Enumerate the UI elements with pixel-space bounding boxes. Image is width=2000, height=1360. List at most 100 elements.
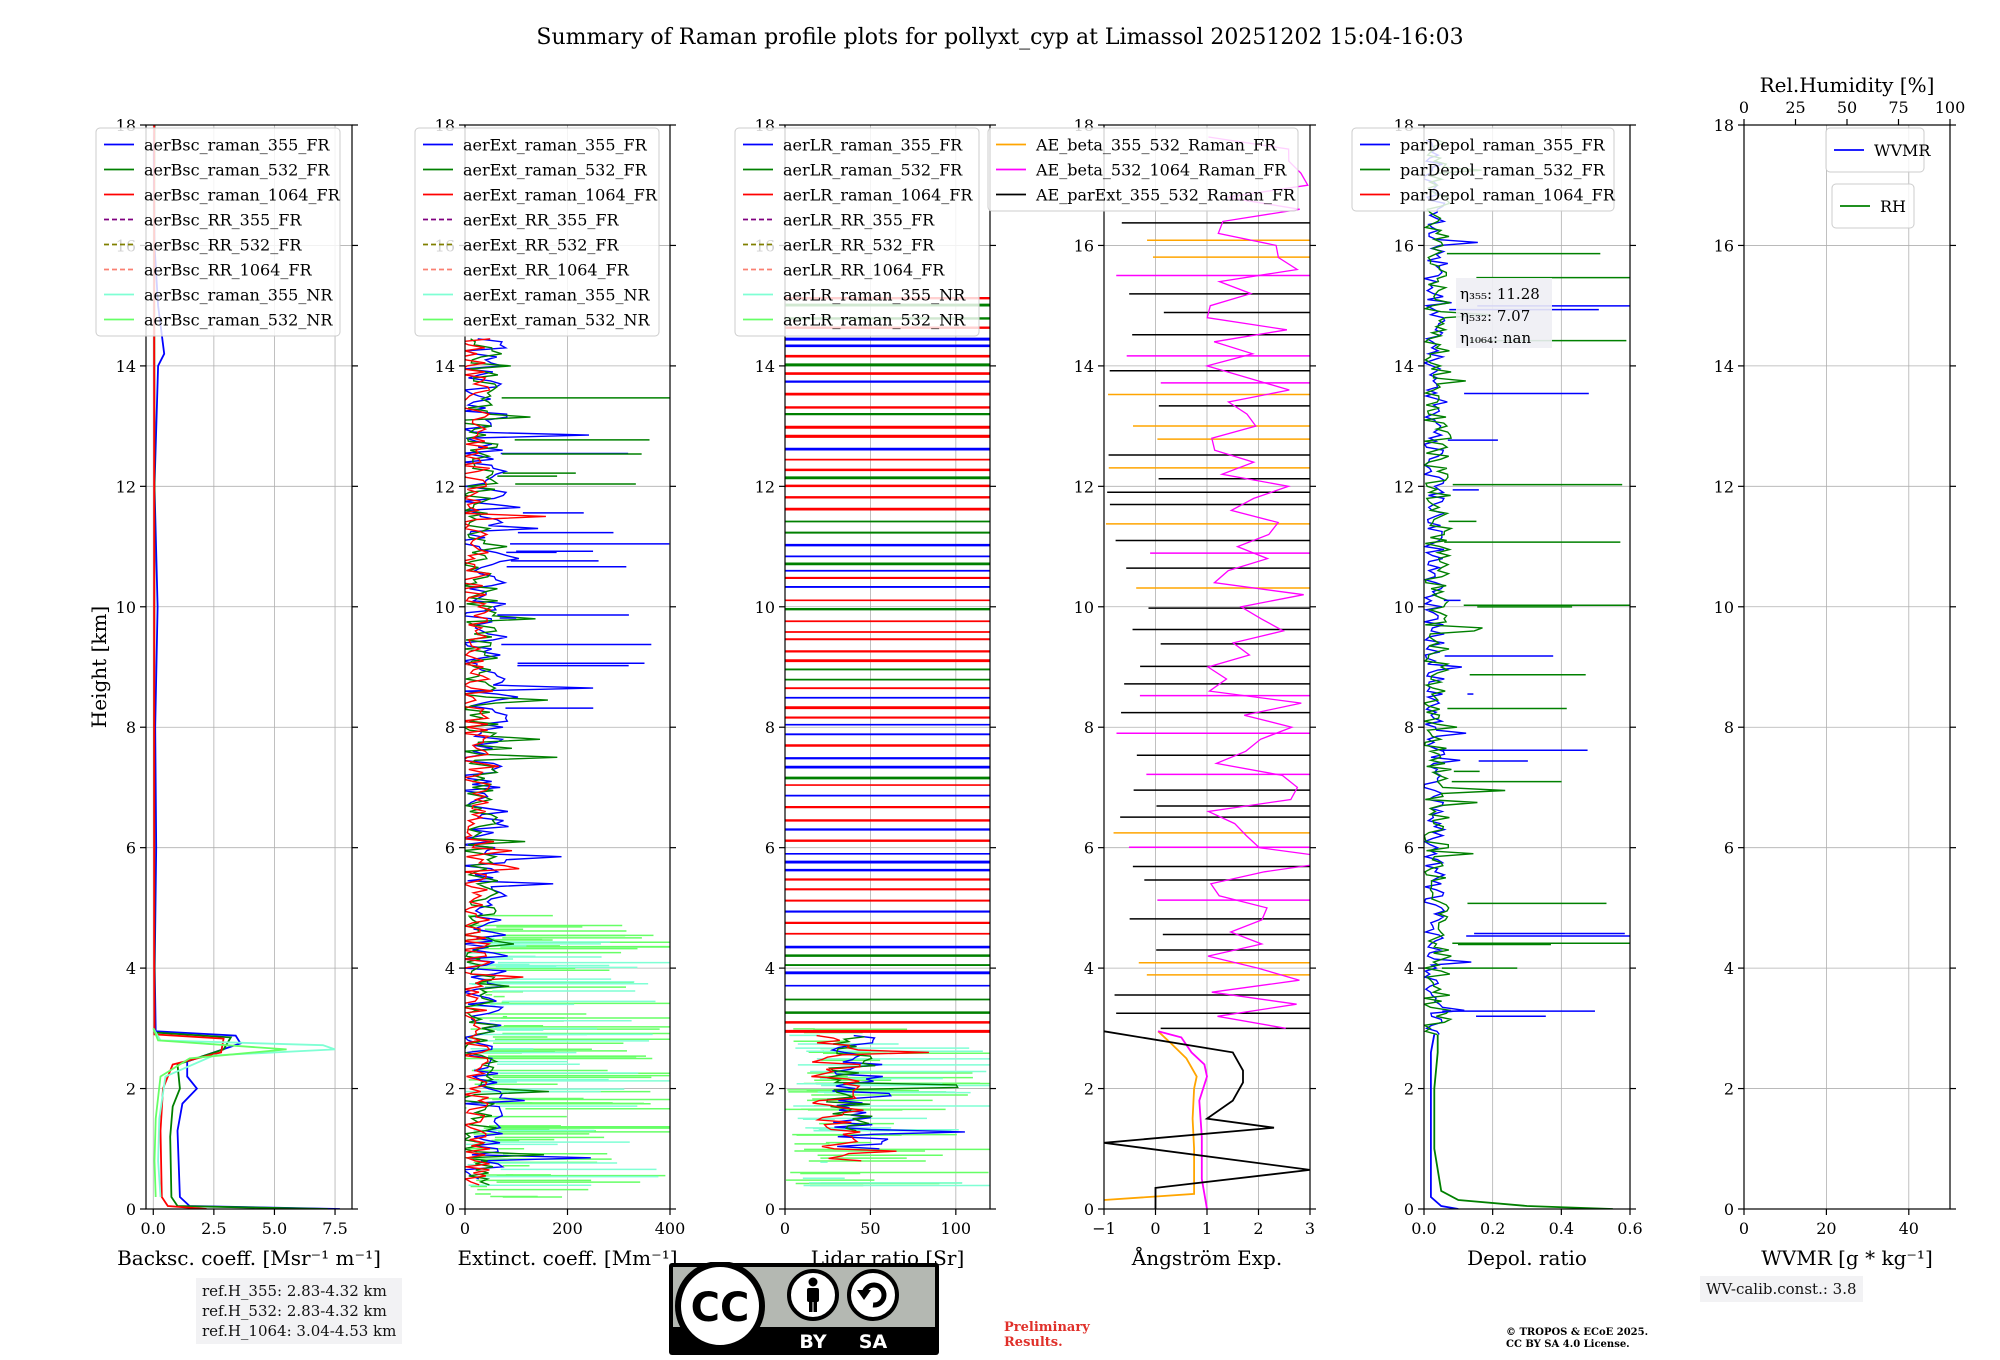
y-tick-label: 0	[445, 1200, 455, 1219]
lr-532-line	[825, 1036, 959, 1132]
wv-calibration-constant: WV-calib.const.: 3.8	[1706, 1280, 1857, 1298]
legend-label: aerExt_raman_355_FR	[463, 136, 648, 155]
legend-label: aerBsc_raman_355_FR	[144, 136, 330, 155]
legend-rh: RH	[1831, 183, 1915, 229]
y-tick-label: 6	[1724, 839, 1734, 858]
ref-height-355: ref.H_355: 2.83-4.32 km	[202, 1282, 387, 1300]
x2-tick-label: 50	[1837, 98, 1857, 117]
y-tick-label: 18	[1714, 116, 1734, 135]
y-tick-label: 6	[1404, 839, 1414, 858]
x-tick-label: 400	[655, 1219, 686, 1238]
y-tick-label: 0	[1724, 1200, 1734, 1219]
legend-box	[414, 127, 660, 337]
legend-label: aerLR_RR_1064_FR	[783, 261, 945, 280]
legend-label: aerBsc_RR_1064_FR	[144, 261, 313, 280]
legend-box	[95, 127, 341, 337]
x-tick-label: 3	[1305, 1219, 1315, 1238]
legend-box	[987, 127, 1299, 212]
y-tick-label: 2	[126, 1080, 136, 1099]
y-tick-label: 6	[126, 839, 136, 858]
legend-label: aerLR_RR_355_FR	[783, 211, 935, 230]
legend-label: AE_parExt_355_532_Raman_FR	[1035, 186, 1296, 205]
depol-532-line	[1424, 139, 1506, 1036]
x-tick-label: 20	[1816, 1219, 1836, 1238]
y-tick-label: 0	[765, 1200, 775, 1219]
y-tick-label: 10	[435, 598, 455, 617]
legend-box	[734, 127, 980, 337]
x2-tick-label: 75	[1888, 98, 1908, 117]
x-tick-label: 0	[1739, 1219, 1749, 1238]
y-tick-label: 14	[1714, 357, 1734, 376]
legend-depol: parDepol_raman_355_FR parDepol_raman_532_…	[1351, 127, 1616, 212]
series-line-parDepol_raman_532_FR	[1433, 1034, 1613, 1209]
series-line-AE_parExt_355_532_Raman_FR	[1104, 1030, 1310, 1209]
depol-eta-annotations: η₃₅₅: 11.28 η₅₃₂: 7.07 η₁₀₆₄: nan	[1456, 278, 1552, 348]
x-tick-label: 0.2	[1480, 1219, 1505, 1238]
depol-355-line	[1424, 139, 1478, 1035]
preliminary-results-note: Preliminary Results.	[1004, 1320, 1090, 1350]
x-tick-label: 0	[460, 1219, 470, 1238]
y-tick-label: 12	[435, 477, 455, 496]
y-tick-label: 4	[765, 959, 775, 978]
legend-label: aerLR_raman_355_NR	[783, 286, 966, 305]
legend-label: parDepol_raman_532_FR	[1400, 161, 1606, 180]
legend-ae: AE_beta_355_532_Raman_FR AE_beta_532_1064…	[987, 127, 1299, 212]
ae-532-1064-noise	[1204, 136, 1310, 1029]
legend-label: parDepol_raman_1064_FR	[1400, 186, 1616, 205]
annotation-box	[1456, 278, 1552, 348]
x-tick-label: 7.5	[322, 1219, 347, 1238]
eta-annotation: η₁₀₆₄: nan	[1460, 329, 1531, 347]
preliminary-line-1: Preliminary	[1004, 1320, 1090, 1335]
y-tick-label: 10	[755, 598, 775, 617]
y-tick-label: 10	[1714, 598, 1734, 617]
legend-label: parDepol_raman_355_FR	[1400, 136, 1606, 155]
series-area	[1424, 139, 1630, 1209]
panel-ext: 0246810121416180200400Extinct. coeff. [M…	[414, 116, 686, 1270]
x-tick-label: 2	[1253, 1219, 1263, 1238]
y-tick-label: 6	[1084, 839, 1094, 858]
axes-frame	[784, 124, 991, 1210]
legend-label: aerExt_raman_532_FR	[463, 161, 648, 180]
y-tick-label: 4	[1724, 959, 1734, 978]
panel-wv: 0 2 4 6 8 10 12 14 16 18 0 20 40 WVMR [g * kg⁻¹] 0 25 50…	[1714, 73, 1966, 1270]
legend-label: aerExt_RR_1064_FR	[463, 261, 630, 280]
axes-frame	[1743, 124, 1951, 1210]
x-axis-label: Depol. ratio	[1467, 1246, 1587, 1270]
cc-by-sa-badge: CC BY SA	[669, 1262, 939, 1355]
y-tick-label: 8	[126, 718, 136, 737]
series-line-AE_beta_355_532_Raman_FR	[1104, 1030, 1198, 1201]
x-tick-label: 50	[860, 1219, 880, 1238]
series-line-AE_beta_532_1064_Raman_FR	[1157, 1030, 1208, 1209]
legend-label: aerExt_raman_355_NR	[463, 286, 651, 305]
legend-label: aerBsc_raman_532_FR	[144, 161, 330, 180]
y-tick-label: 12	[755, 477, 775, 496]
axes-frame	[145, 124, 353, 1210]
x-tick-label: 5.0	[262, 1219, 287, 1238]
y-tick-label: 14	[755, 357, 775, 376]
y-tick-label: 16	[1394, 236, 1414, 255]
x-tick-label: 0	[1150, 1219, 1160, 1238]
y-tick-label: 0	[1404, 1200, 1414, 1219]
x-tick-label: 1	[1202, 1219, 1212, 1238]
y-tick-label: 10	[1394, 598, 1414, 617]
x-tick-label: −1	[1092, 1219, 1116, 1238]
copyright-note: © TROPOS & ECoE 2025. CC BY SA 4.0 Licen…	[1506, 1327, 1648, 1351]
y-tick-label: 14	[116, 357, 136, 376]
x-axis-label: Backsc. coeff. [Msr⁻¹ m⁻¹]	[117, 1246, 381, 1270]
cc-logo-icon: CC	[675, 1262, 765, 1351]
legend-label: aerExt_RR_532_FR	[463, 236, 620, 255]
legend-label: aerBsc_raman_532_NR	[144, 311, 333, 330]
series-area	[1104, 136, 1310, 1209]
y-tick-label: 12	[1394, 477, 1414, 496]
y-tick-label: 4	[445, 959, 455, 978]
legend-box	[1351, 127, 1615, 212]
y-tick-label: 4	[1404, 959, 1414, 978]
y-tick-label: 12	[1074, 477, 1094, 496]
legend-label: WVMR	[1874, 141, 1931, 160]
y-tick-label: 10	[1074, 598, 1094, 617]
axes-frame	[1423, 124, 1631, 1210]
series-line-aerBsc_raman_532_NR	[152, 1027, 287, 1198]
